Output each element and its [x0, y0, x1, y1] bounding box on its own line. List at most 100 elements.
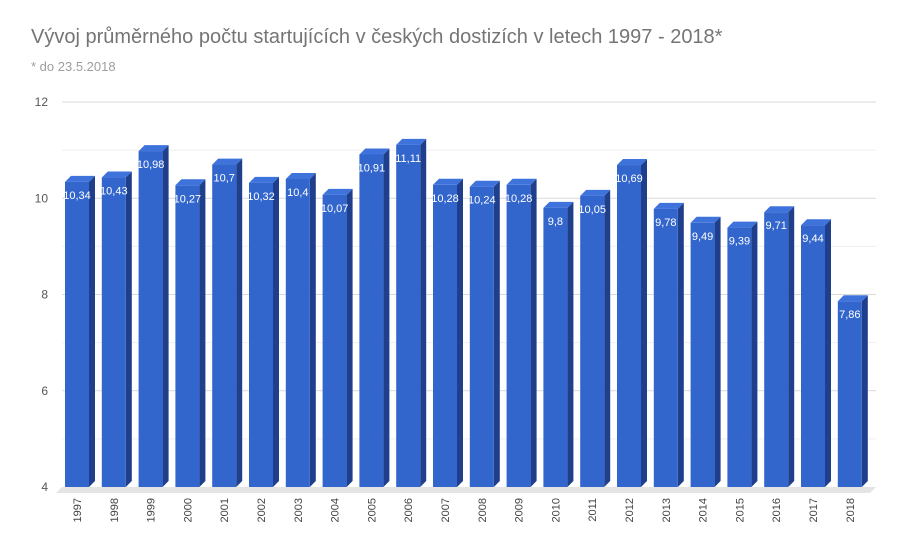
bar-front — [580, 195, 605, 487]
bar-side — [236, 158, 243, 487]
value-label: 9,39 — [729, 236, 750, 248]
bar-side — [125, 171, 132, 487]
bar — [65, 175, 95, 487]
bar-front — [764, 212, 789, 488]
value-label: 10,24 — [468, 195, 496, 207]
bar — [249, 176, 279, 487]
value-label: 10,07 — [321, 203, 349, 215]
bar-front — [506, 184, 531, 487]
y-tick-label: 12 — [35, 95, 49, 109]
bar — [727, 221, 758, 487]
y-axis-ticks: 4 6 8 10 12 — [35, 95, 49, 494]
bar — [837, 295, 868, 487]
bar-top — [837, 295, 868, 302]
bar — [433, 178, 463, 487]
value-label: 9,78 — [655, 217, 676, 229]
bar — [212, 158, 243, 487]
bar-side — [199, 179, 206, 487]
bar-front — [617, 165, 641, 487]
x-tick-label: 2017 — [808, 498, 820, 522]
bar — [580, 189, 611, 487]
bar-top — [175, 179, 206, 186]
bar-front — [801, 225, 825, 487]
bar-side — [567, 201, 574, 487]
value-label: 11,11 — [395, 153, 421, 165]
value-label: 9,71 — [765, 220, 786, 232]
x-tick-label: 2005 — [366, 498, 378, 522]
bar-top — [506, 178, 537, 185]
bar-front — [433, 184, 457, 487]
value-label: 10,4 — [287, 187, 308, 199]
value-label: 10,05 — [578, 204, 606, 216]
y-tick-label: 8 — [41, 288, 48, 302]
x-tick-label: 2016 — [771, 498, 783, 522]
bar-front — [322, 194, 347, 487]
bar-side — [641, 159, 647, 487]
value-label: 9,8 — [548, 216, 563, 228]
bar-front — [359, 154, 384, 488]
x-tick-label: 2001 — [219, 498, 231, 522]
bar-side — [89, 175, 95, 487]
value-label: 10,7 — [213, 173, 234, 185]
bar-front — [690, 222, 715, 487]
value-label: 10,28 — [431, 193, 459, 205]
bar-side — [714, 216, 721, 487]
bar — [690, 216, 721, 487]
bar-top — [433, 178, 463, 185]
bar-top — [543, 201, 574, 208]
bar — [801, 219, 831, 487]
bar-side — [493, 180, 500, 487]
bar-top — [690, 216, 721, 223]
bar-front — [653, 208, 678, 487]
value-label: 10,28 — [505, 193, 533, 205]
bar-top — [249, 176, 279, 183]
bar-side — [273, 176, 279, 487]
bar-side — [346, 188, 353, 487]
bar-side — [309, 173, 316, 487]
value-label: 10,27 — [174, 193, 202, 205]
bar-front — [138, 151, 163, 487]
x-tick-label: 2008 — [477, 498, 489, 522]
bar-front — [65, 181, 89, 487]
bar — [764, 206, 795, 488]
bar — [396, 138, 427, 488]
bar-top — [212, 158, 243, 165]
bar-top — [396, 138, 427, 145]
x-tick-label: 2014 — [698, 498, 710, 522]
bar — [653, 202, 684, 487]
bar-top — [764, 206, 795, 213]
bar-front — [837, 301, 862, 487]
bar-top — [801, 219, 831, 226]
x-tick-label: 2009 — [514, 498, 526, 522]
value-label: 10,34 — [63, 190, 91, 202]
x-tick-label: 2012 — [624, 498, 636, 522]
y-tick-label: 4 — [41, 480, 48, 494]
bar-side — [677, 202, 684, 487]
bar-side — [751, 221, 758, 487]
bar-top — [359, 148, 390, 155]
x-tick-label: 2000 — [182, 498, 194, 522]
bar — [138, 145, 169, 487]
value-label: 10,91 — [358, 162, 386, 174]
bar-side — [162, 145, 169, 487]
y-tick-label: 6 — [41, 384, 48, 398]
x-tick-label: 2011 — [587, 498, 599, 522]
bar-side — [825, 219, 831, 487]
chart-floor — [56, 487, 876, 493]
value-label: 10,32 — [247, 191, 275, 203]
bar-front — [175, 185, 200, 487]
x-tick-label: 2003 — [293, 498, 305, 522]
bar-top — [653, 202, 684, 209]
x-tick-label: 1998 — [109, 498, 121, 522]
x-tick-label: 1999 — [146, 498, 158, 522]
bar-side — [861, 295, 868, 487]
x-tick-label: 1997 — [72, 498, 84, 522]
value-label: 10,98 — [137, 159, 165, 171]
value-label: 9,49 — [692, 231, 713, 243]
value-labels: 10,34 10,43 10,98 10,27 10,7 10,32 10,4 10,07 10… — [63, 153, 860, 321]
chart-subtitle: * do 23.5.2018 — [31, 59, 116, 74]
bar-top — [469, 180, 500, 187]
bar — [101, 171, 132, 487]
bar-front — [543, 207, 568, 487]
